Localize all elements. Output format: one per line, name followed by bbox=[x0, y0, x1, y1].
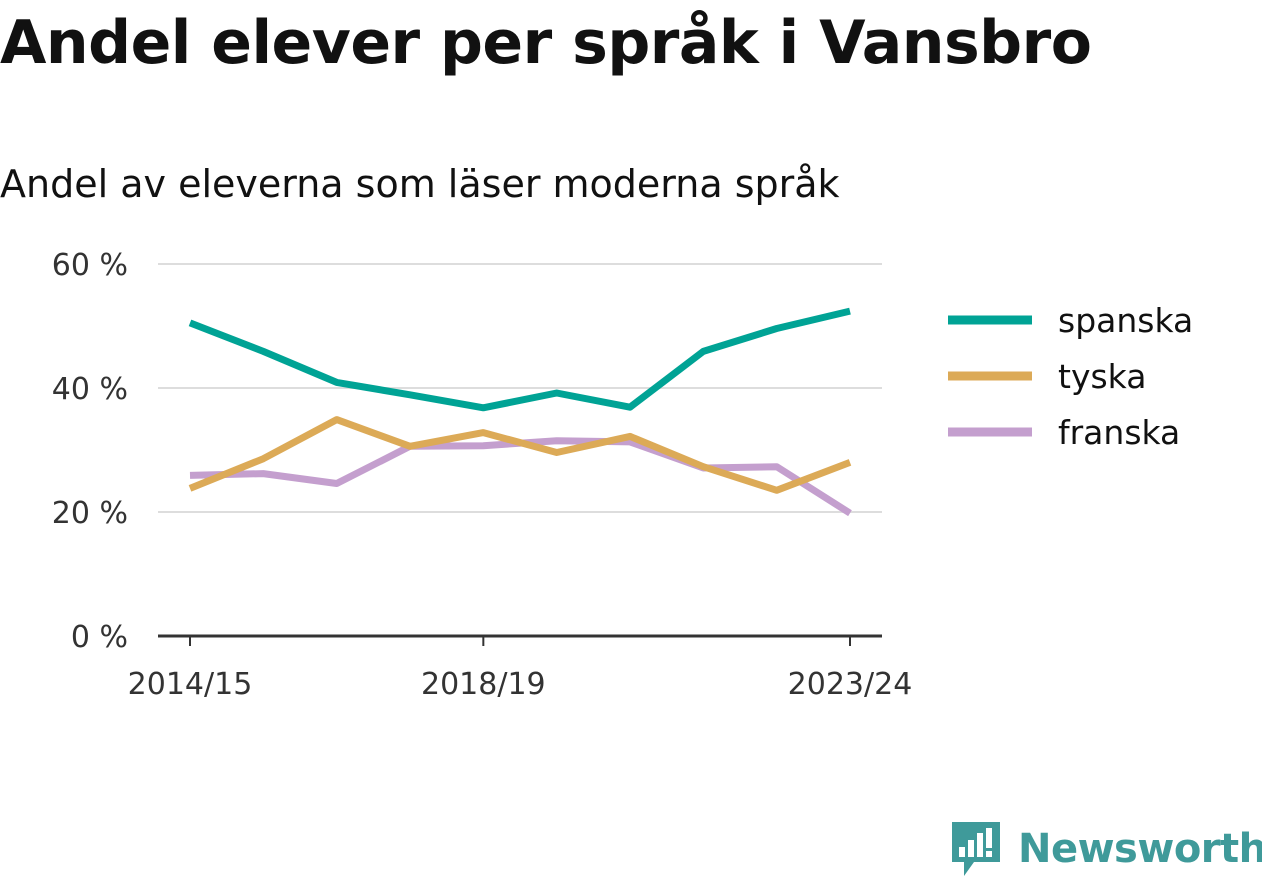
series-lines bbox=[188, 307, 852, 517]
x-tick-label: 2018/19 bbox=[421, 667, 546, 702]
legend: spanska tyska franska bbox=[948, 301, 1193, 452]
y-tick-label: 60 % bbox=[52, 248, 128, 283]
legend-label-tyska: tyska bbox=[1058, 357, 1146, 396]
y-axis-ticks: 0 % 20 % 40 % 60 % bbox=[52, 248, 128, 655]
y-tick-label: 0 % bbox=[71, 620, 128, 655]
series-line-franska bbox=[189, 437, 852, 517]
chart-title: Andel elever per språk i Vansbro bbox=[0, 8, 1092, 78]
legend-label-franska: franska bbox=[1058, 413, 1180, 452]
x-tick-label: 2014/15 bbox=[128, 667, 253, 702]
gridlines bbox=[158, 263, 882, 513]
x-tick-label: 2023/24 bbox=[788, 667, 913, 702]
x-axis: 2014/15 2018/19 2023/24 bbox=[128, 634, 913, 702]
chart-subtitle: Andel av eleverna som läser moderna språ… bbox=[0, 162, 840, 206]
series-line-tyska bbox=[188, 416, 852, 494]
y-tick-label: 40 % bbox=[52, 372, 128, 407]
brand-logo: Newsworthy bbox=[950, 820, 1262, 878]
legend-label-spanska: spanska bbox=[1058, 301, 1193, 340]
y-tick-label: 20 % bbox=[52, 496, 128, 531]
newsworthy-logo-icon bbox=[952, 822, 1000, 876]
series-line-spanska bbox=[188, 307, 851, 412]
brand-name: Newsworthy bbox=[1018, 826, 1262, 872]
